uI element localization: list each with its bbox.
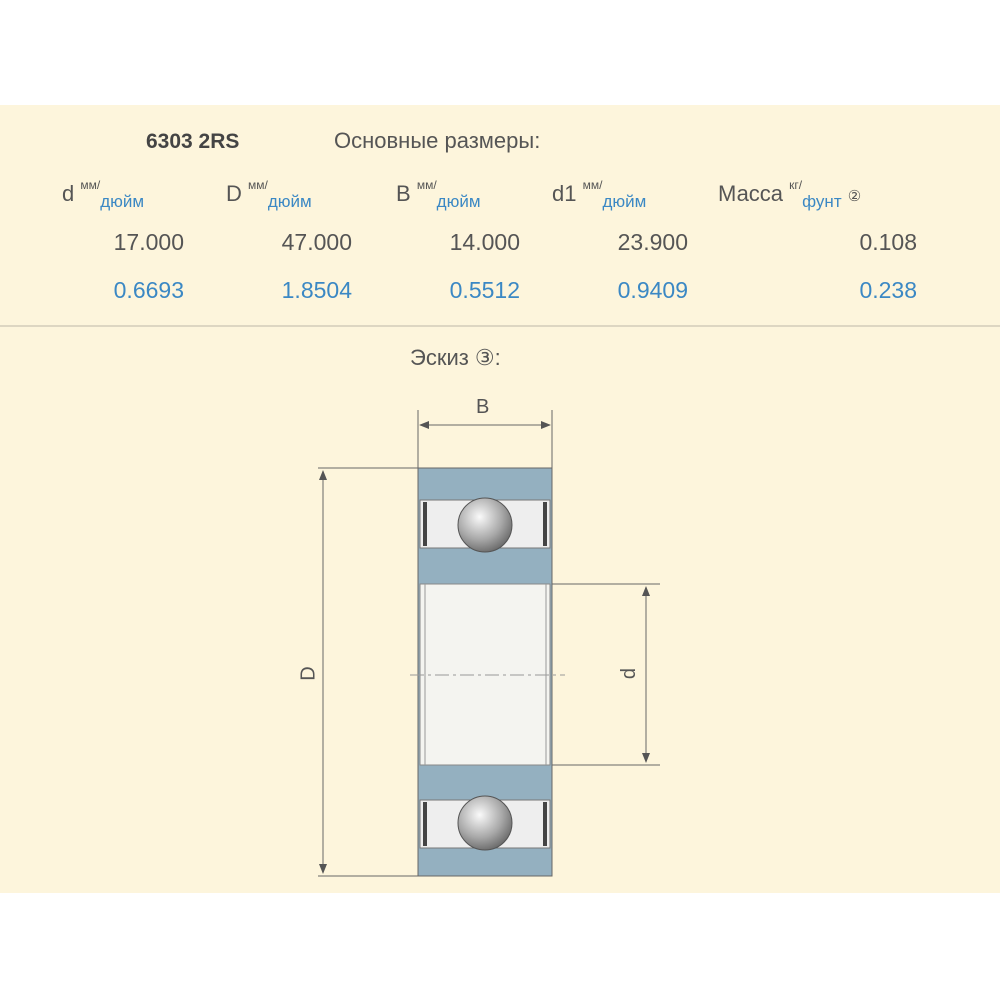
- imperial-B: 0.5512: [449, 277, 520, 303]
- metric-B: 14.000: [449, 229, 520, 255]
- metric-mass: 0.108: [859, 229, 917, 255]
- section-title: Основные размеры:: [334, 128, 541, 153]
- dimension-D-label: D: [297, 666, 320, 681]
- imperial-d: 0.6693: [113, 277, 184, 303]
- header-d1: d1 мм/дюйм: [552, 178, 647, 211]
- header-D: D мм/дюйм: [226, 178, 312, 211]
- dimension-d-label: d: [618, 667, 641, 680]
- imperial-mass: 0.238: [859, 277, 917, 303]
- header-mass: Масса кг/фунт ②: [718, 178, 862, 211]
- product-title: 6303 2RS: [146, 130, 240, 153]
- header-B: B мм/дюйм: [396, 178, 481, 211]
- imperial-D: 1.8504: [281, 277, 352, 303]
- dimension-B-label: B: [476, 396, 490, 418]
- metric-d1: 23.900: [617, 229, 688, 255]
- ball-bottom: [457, 795, 513, 851]
- ball-top: [457, 497, 513, 553]
- sketch-label: Эскиз ③:: [410, 345, 501, 370]
- metric-D: 47.000: [281, 229, 352, 255]
- divider: [0, 325, 1000, 327]
- metric-d: 17.000: [113, 229, 184, 255]
- bearing-cross-section: [410, 467, 565, 877]
- imperial-d1: 0.9409: [617, 277, 688, 303]
- header-d: d мм/дюйм: [62, 178, 145, 211]
